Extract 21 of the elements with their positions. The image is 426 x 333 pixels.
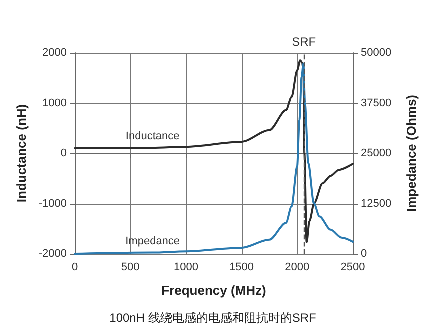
- x-tick-label: 2500: [340, 262, 366, 274]
- x-tick-label: 2000: [285, 262, 310, 274]
- ref-line-label: SRF: [292, 35, 316, 49]
- y2-axis-title: Impedance (Ohms): [404, 94, 419, 212]
- x-tick-label: 1000: [174, 262, 198, 274]
- x-tick-label: 0: [72, 262, 78, 274]
- y-tick-label: 0: [60, 148, 67, 160]
- x-tick-label: 500: [121, 262, 140, 274]
- y2-tick-label: 0: [361, 248, 368, 260]
- y2-tick-label: 50000: [361, 47, 392, 59]
- x-tick-label: 1500: [230, 262, 254, 274]
- y2-tick-label: 25000: [361, 148, 392, 160]
- y2-tick-label: 12500: [361, 198, 392, 210]
- y-axis-title: Inductance (nH): [14, 104, 29, 203]
- y-tick-label: -2000: [38, 248, 67, 260]
- text: 100nH 线绕电感的电感和阻抗时的SRF: [110, 311, 316, 325]
- x-axis-title: Frequency (MHz): [162, 283, 266, 298]
- y-tick-label: 2000: [42, 47, 67, 59]
- y2-tick-label: 37500: [361, 97, 392, 110]
- y-tick-label: 1000: [42, 97, 67, 110]
- y-tick-label: -1000: [38, 198, 67, 210]
